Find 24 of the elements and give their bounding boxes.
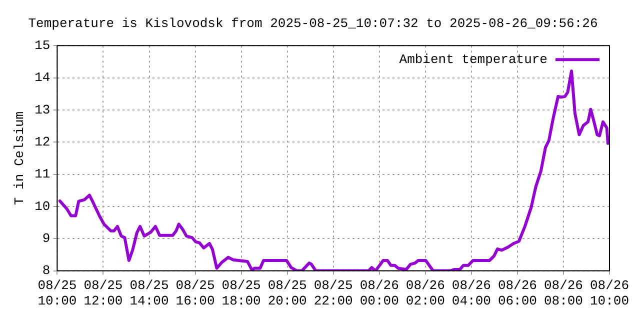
x-tick-label: 08/25 22:00 [314,278,353,309]
x-tick-label: 08/25 20:00 [268,278,307,309]
x-tick-label: 08/25 18:00 [222,278,261,309]
x-tick-label: 08/25 14:00 [130,278,169,309]
y-tick-label: 12 [34,134,50,150]
x-tick-label: 08/26 04:00 [452,278,491,309]
y-tick-label: 11 [34,166,50,182]
x-tick-label: 08/26 02:00 [406,278,445,309]
y-tick-label: 10 [34,198,50,214]
y-axis-title: T in Celsium [12,111,28,206]
x-tick-label: 08/25 12:00 [84,278,123,309]
x-tick-label: 08/25 10:00 [38,278,77,309]
x-tick-label: 08/26 00:00 [360,278,399,309]
y-tick-label: 8 [42,263,50,278]
x-tick-label: 08/26 06:00 [498,278,537,309]
x-tick-label: 08/26 08:00 [544,278,583,309]
x-tick-label: 08/25 16:00 [176,278,215,309]
legend-label: Ambient temperature [399,52,548,68]
chart-title: Temperature is Kislovodsk from 2025-08-25_10:07:32 to 2025-08-26_09:56:26 [28,16,598,32]
x-tick-label: 08/26 10:00 [590,278,630,309]
y-tick-label: 14 [34,70,50,86]
y-tick-label: 13 [34,102,50,118]
y-tick-label: 15 [34,38,50,54]
y-tick-label: 9 [42,231,50,246]
